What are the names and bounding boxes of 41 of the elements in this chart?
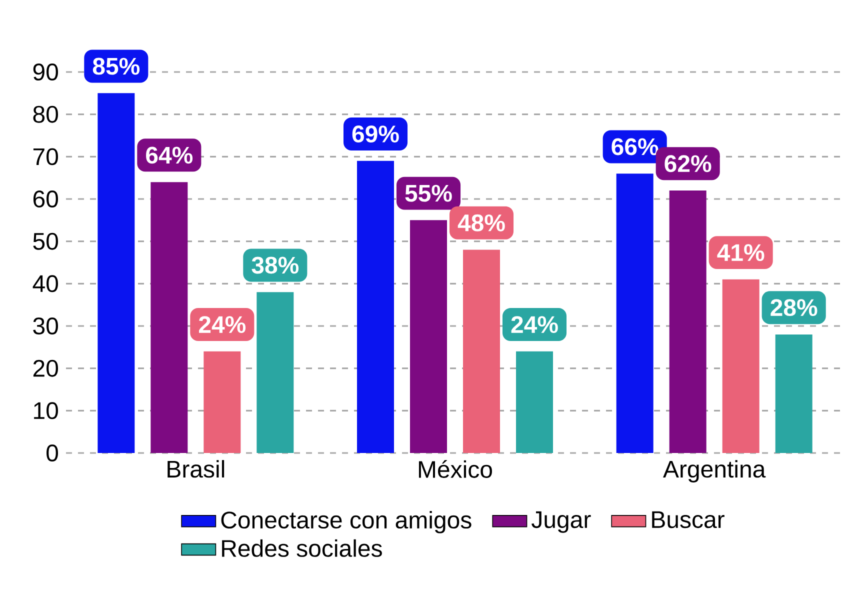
bar	[516, 351, 554, 453]
y-tick-label: 50	[33, 232, 58, 250]
bar	[669, 190, 706, 453]
bar	[256, 292, 294, 453]
bar	[98, 93, 135, 453]
bar	[357, 160, 394, 453]
data-label: 62%	[664, 155, 712, 172]
data-label: 55%	[405, 184, 452, 202]
x-tick-label: Brasil	[168, 460, 224, 478]
data-label: 64%	[146, 146, 193, 164]
legend-label: Jugar	[532, 511, 591, 533]
y-tick-label: 80	[33, 106, 58, 123]
y-tick-label: 60	[33, 190, 58, 208]
data-label: 48%	[458, 214, 505, 232]
data-label: 24%	[199, 316, 246, 334]
y-tick-label: 0	[46, 444, 58, 462]
data-label: 24%	[511, 316, 558, 334]
legend-label: Redes sociales	[222, 539, 382, 557]
data-label: 69%	[352, 126, 399, 142]
x-tick-label: Argentina	[663, 460, 766, 482]
data-label: 38%	[252, 256, 299, 274]
legend-label: Buscar	[652, 511, 724, 528]
bar	[410, 220, 448, 453]
y-tick-label: 20	[33, 360, 58, 377]
x-tick-label: México	[418, 460, 492, 478]
y-tick-label: 70	[33, 148, 58, 166]
data-label: 66%	[612, 138, 658, 156]
data-label: 28%	[770, 299, 818, 316]
bar	[150, 182, 188, 453]
legend-label: Conectarse con amigos	[221, 510, 472, 534]
y-tick-label: 90	[33, 64, 58, 80]
data-label: 85%	[92, 58, 140, 75]
bar	[204, 351, 241, 453]
y-tick-label: 40	[32, 275, 58, 292]
bar	[616, 174, 654, 453]
y-tick-label: 30	[33, 318, 58, 334]
data-label: 41%	[717, 244, 764, 262]
bar	[463, 250, 500, 453]
bar	[722, 279, 760, 453]
bar	[775, 334, 812, 453]
y-tick-label: 10	[34, 402, 58, 420]
